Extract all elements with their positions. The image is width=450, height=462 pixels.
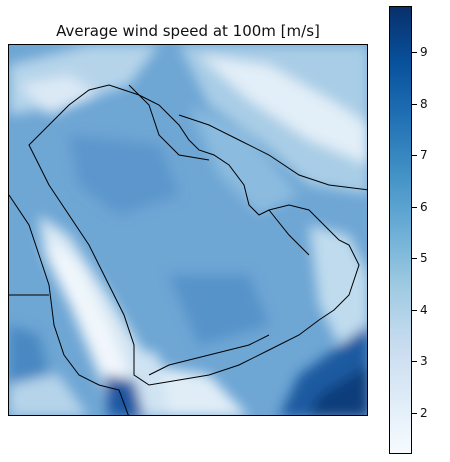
colorbar-tick-label: 3 [420,354,428,369]
colorbar-tick [412,309,417,311]
coastlines-borders [9,84,367,415]
colorbar-tick-label: 2 [420,405,428,420]
wind-map-canvas [9,45,367,415]
colorbar-tick-label: 6 [420,199,428,214]
wind-map [8,44,368,416]
arabian-coastline [28,84,360,386]
colorbar-tick-label: 4 [420,302,428,317]
border-uae [268,209,310,256]
colorbar-tick-label: 5 [420,251,428,266]
iran-coastline [178,114,367,191]
colorbar-tick [412,52,417,54]
colorbar [389,6,412,454]
border-north [128,84,210,161]
colorbar-tick [412,258,417,260]
border-yemen [148,334,270,376]
colorbar-tick-label: 8 [420,96,428,111]
colorbar-tick-label: 9 [420,45,428,60]
colorbar-tick [412,155,417,157]
colorbar-tick [412,103,417,105]
colorbar-tick [412,361,417,363]
colorbar-tick [412,412,417,414]
africa-coastline [9,194,129,415]
colorbar-tick-label: 7 [420,148,428,163]
wind-field-patches [9,45,367,415]
colorbar-gradient [390,7,411,453]
colorbar-tick [412,206,417,208]
map-title: Average wind speed at 100m [m/s] [56,22,320,40]
